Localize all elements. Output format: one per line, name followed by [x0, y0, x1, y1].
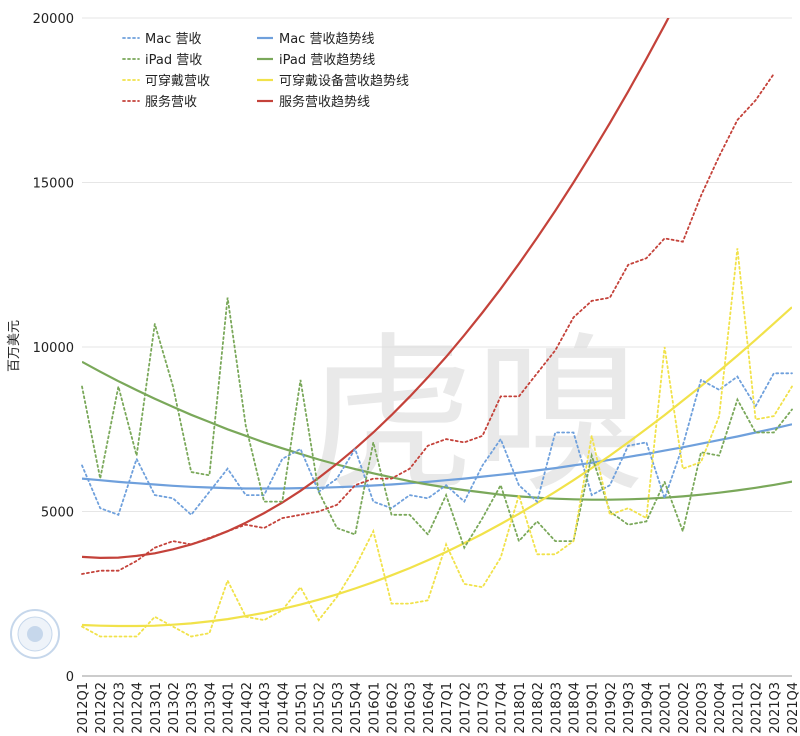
x-tick-label: 2019Q2 — [604, 682, 619, 734]
x-tick-label: 2017Q3 — [477, 682, 492, 734]
x-tick-label: 2015Q3 — [331, 682, 346, 734]
x-tick-label: 2014Q4 — [276, 682, 291, 734]
watermark-seal-icon — [10, 609, 60, 659]
x-tick-label: 2013Q2 — [167, 682, 182, 734]
x-tick-label: 2019Q1 — [586, 682, 601, 734]
x-tick-label: 2013Q4 — [203, 682, 218, 734]
x-tick-label: 2016Q3 — [404, 682, 419, 734]
y-tick-label: 0 — [66, 670, 74, 685]
x-tick-label: 2016Q2 — [385, 682, 400, 734]
x-tick-label: 2021Q1 — [731, 682, 746, 734]
series-line-3 — [81, 73, 775, 575]
x-tick-label: 2017Q2 — [458, 682, 473, 734]
x-tick-label: 2015Q4 — [349, 682, 364, 734]
series-line-2 — [81, 248, 793, 638]
trendline-0 — [82, 423, 792, 490]
x-tick-label: 2018Q1 — [513, 682, 528, 734]
legend-label: 可穿戴设备营收趋势线 — [279, 73, 409, 89]
trendline-1 — [82, 360, 792, 501]
x-tick-label: 2021Q3 — [768, 682, 783, 734]
series-line-1 — [81, 297, 793, 550]
x-tick-label: 2013Q3 — [185, 682, 200, 734]
x-tick-label: 2016Q4 — [422, 682, 437, 734]
y-tick-label: 5000 — [41, 506, 74, 521]
x-tick-label: 2016Q1 — [367, 682, 382, 734]
x-tick-label: 2017Q4 — [495, 682, 510, 734]
x-tick-label: 2018Q4 — [568, 682, 583, 734]
legend-label: iPad 营收趋势线 — [279, 52, 375, 68]
x-tick-label: 2015Q1 — [294, 682, 309, 734]
x-tick-label: 2018Q3 — [549, 682, 564, 734]
x-tick-label: 2018Q2 — [531, 682, 546, 734]
y-axis-title: 百万美元 — [7, 320, 22, 372]
legend-label: Mac 营收 — [145, 32, 201, 47]
x-tick-label: 2017Q1 — [440, 682, 455, 734]
x-tick-label: 2020Q4 — [713, 682, 728, 734]
y-tick-label: 15000 — [33, 177, 74, 192]
x-tick-label: 2019Q4 — [640, 682, 655, 734]
y-tick-label: 10000 — [33, 341, 74, 356]
series-lines — [81, 18, 793, 638]
x-tick-label: 2014Q3 — [258, 682, 273, 734]
x-tick-label: 2021Q4 — [786, 682, 800, 734]
legend-label: Mac 营收趋势线 — [279, 31, 374, 47]
legend-label: iPad 营收 — [145, 53, 202, 68]
x-tick-label: 2012Q1 — [76, 682, 91, 734]
x-tick-label: 2020Q1 — [659, 682, 674, 734]
x-tick-label: 2014Q1 — [222, 682, 237, 734]
legend-label: 服务营收趋势线 — [279, 94, 370, 110]
legend-label: 服务营收 — [145, 94, 197, 110]
x-tick-label: 2012Q4 — [131, 682, 146, 734]
x-tick-label: 2015Q2 — [313, 682, 328, 734]
x-tick-label: 2013Q1 — [149, 682, 164, 734]
x-tick-label: 2012Q3 — [112, 682, 127, 734]
x-tick-label: 2019Q3 — [622, 682, 637, 734]
legend-label: 可穿戴营收 — [145, 73, 210, 89]
x-tick-label: 2021Q2 — [750, 682, 765, 734]
x-tick-label: 2020Q2 — [677, 682, 692, 734]
x-tick-label: 2020Q3 — [695, 682, 710, 734]
y-tick-label: 20000 — [33, 12, 74, 27]
series-line-0 — [81, 372, 793, 517]
x-tick-label: 2014Q2 — [240, 682, 255, 734]
x-tick-label: 2012Q2 — [94, 682, 109, 734]
axes: 0 5000 10000 15000 20000 2012Q1 2012Q2 2012Q3 20… — [33, 12, 800, 734]
